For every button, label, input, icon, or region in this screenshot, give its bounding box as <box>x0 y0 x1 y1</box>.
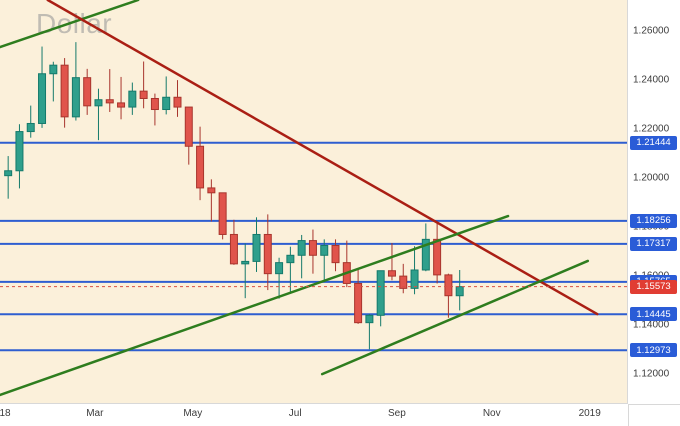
price-tick: 1.20000 <box>633 172 670 184</box>
axis-corner <box>628 404 680 426</box>
candle-body <box>331 244 340 264</box>
candle-body <box>117 102 126 108</box>
candle-body <box>218 192 227 235</box>
green-upper-left-trendline <box>0 0 140 49</box>
candle-body <box>26 122 35 133</box>
candle-body <box>286 254 295 264</box>
candle-body <box>455 286 464 297</box>
candle-body <box>60 64 69 118</box>
price-level-label: 1.17317 <box>630 236 677 251</box>
candle-body <box>128 90 137 108</box>
candle-body <box>15 131 24 172</box>
price-level-label: 1.18256 <box>630 213 677 228</box>
price-tick: 1.26000 <box>633 25 670 37</box>
candle-body <box>433 238 442 276</box>
candle-body <box>297 240 306 256</box>
candle-body <box>399 275 408 289</box>
candle-body <box>184 106 193 147</box>
candle-body <box>162 96 171 111</box>
candle-body <box>4 170 13 177</box>
candle-body <box>320 244 329 256</box>
price-tick: 1.12000 <box>633 368 670 380</box>
candle-body <box>252 233 261 262</box>
current-price-label: 1.15573 <box>630 279 677 294</box>
red-downtrend-trendline <box>46 0 599 316</box>
candle-body <box>365 314 374 324</box>
candle-body <box>105 99 114 104</box>
candle-body <box>83 77 92 107</box>
candle-body <box>421 238 430 271</box>
plot-svg[interactable] <box>0 0 628 404</box>
time-tick: Jul <box>288 408 302 419</box>
candle-body <box>94 99 103 107</box>
price-level-label: 1.14445 <box>630 307 677 322</box>
green-channel-mid-trendline <box>320 259 590 376</box>
candle-body <box>38 73 47 124</box>
price-tick: 1.14000 <box>633 319 670 331</box>
price-tick: 1.22000 <box>633 123 670 135</box>
price-level-label: 1.21444 <box>630 135 677 150</box>
candle-body <box>150 97 159 111</box>
candle-body <box>71 77 80 118</box>
candle-body <box>263 233 272 275</box>
candle-body <box>387 270 396 277</box>
candle-body <box>275 262 284 275</box>
candle-body <box>196 145 205 189</box>
candle-body <box>173 96 182 108</box>
time-tick: Mar <box>86 408 104 419</box>
price-tick: 1.24000 <box>633 74 670 86</box>
time-tick: 2019 <box>578 408 601 419</box>
candle-body <box>444 274 453 297</box>
time-tick: Sep <box>387 408 406 419</box>
candle-body <box>49 64 58 75</box>
candle-body <box>308 240 317 256</box>
candle-body <box>139 90 148 99</box>
green-channel-lower-trendline <box>0 214 510 397</box>
time-tick: Nov <box>482 408 501 419</box>
time-tick: 18 <box>0 408 11 419</box>
candle-body <box>410 269 419 289</box>
price-level-label: 1.12973 <box>630 343 677 358</box>
candle-body <box>241 260 250 265</box>
time-tick: May <box>183 408 203 419</box>
time-axis[interactable]: 18 Mar May Jul Sep Nov 2019 <box>0 403 628 426</box>
candle-body <box>376 270 385 316</box>
price-axis[interactable]: 1.260001.240001.220001.200001.180001.160… <box>627 0 680 404</box>
candle-body <box>229 233 238 265</box>
candle-body <box>354 282 363 324</box>
candle-body <box>207 187 216 194</box>
